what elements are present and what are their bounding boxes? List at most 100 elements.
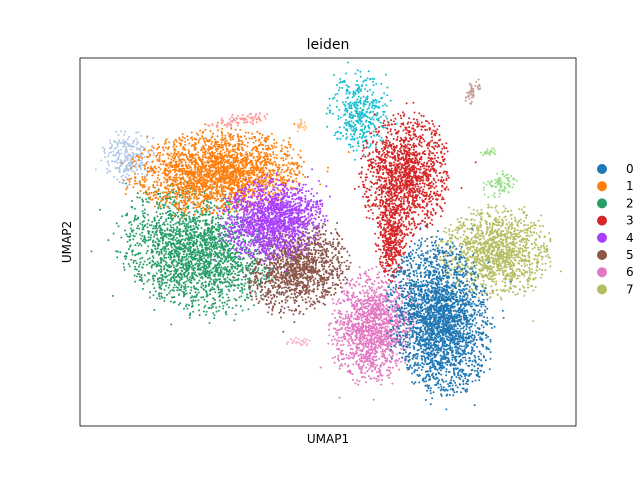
scatter-point: [210, 195, 213, 198]
scatter-point: [232, 279, 235, 282]
scatter-point: [144, 212, 146, 215]
scatter-point: [372, 134, 375, 137]
scatter-point: [205, 251, 208, 254]
scatter-point: [215, 310, 218, 313]
scatter-point: [346, 122, 349, 125]
scatter-point: [141, 266, 144, 269]
scatter-point: [216, 255, 219, 258]
scatter-point: [269, 159, 272, 162]
scatter-point: [157, 146, 160, 149]
scatter-point: [358, 118, 361, 120]
scatter-point: [180, 278, 183, 281]
scatter-point: [302, 339, 305, 342]
scatter-point: [170, 198, 172, 201]
scatter-point: [190, 239, 193, 242]
scatter-point: [379, 139, 382, 142]
scatter-point: [262, 274, 265, 277]
scatter-point: [234, 262, 237, 265]
scatter-point: [178, 293, 181, 296]
scatter-point: [355, 112, 358, 115]
scatter-point: [246, 121, 249, 123]
scatter-point: [220, 187, 223, 190]
scatter-point: [250, 280, 253, 283]
scatter-point: [159, 231, 162, 234]
scatter-point: [169, 210, 172, 212]
scatter-point: [109, 151, 112, 154]
scatter-point: [164, 271, 167, 274]
scatter-point: [339, 132, 342, 134]
scatter-point: [257, 115, 260, 118]
scatter-point: [107, 160, 109, 163]
scatter-point: [208, 273, 210, 276]
scatter-point: [192, 217, 195, 220]
scatter-point: [149, 224, 151, 227]
scatter-point: [168, 171, 171, 174]
scatter-point: [139, 233, 142, 236]
scatter-point: [172, 242, 175, 245]
scatter-point: [160, 251, 163, 254]
scatter-point: [155, 251, 158, 254]
scatter-point: [207, 152, 209, 155]
scatter-point: [239, 258, 242, 261]
scatter-point: [124, 159, 127, 162]
scatter-point: [382, 110, 385, 113]
scatter-point: [286, 343, 289, 346]
scatter-point: [184, 270, 187, 273]
scatter-point: [215, 143, 218, 146]
scatter-point: [215, 217, 217, 220]
scatter-point: [141, 161, 144, 164]
scatter-point: [356, 69, 359, 72]
scatter-point: [163, 256, 166, 259]
scatter-point: [125, 149, 128, 152]
scatter-point: [166, 223, 169, 226]
scatter-point: [208, 233, 211, 236]
scatter-point: [201, 131, 204, 134]
scatter-point: [140, 134, 143, 137]
scatter-point: [247, 174, 250, 177]
scatter-point: [198, 206, 201, 208]
scatter-point: [195, 226, 198, 229]
scatter-point: [160, 215, 163, 218]
scatter-point: [498, 195, 501, 198]
scatter-point: [169, 221, 172, 223]
scatter-point: [490, 180, 492, 183]
scatter-point: [483, 152, 486, 155]
scatter-point: [187, 207, 190, 210]
scatter-point: [182, 253, 185, 256]
scatter-point: [124, 145, 127, 148]
scatter-point: [193, 227, 196, 230]
scatter-point: [155, 222, 158, 225]
scatter-point: [220, 215, 223, 218]
scatter-point: [178, 189, 181, 192]
scatter-point: [163, 300, 166, 302]
scatter-point: [131, 142, 134, 145]
scatter-point: [172, 248, 175, 251]
scatter-point: [142, 282, 145, 285]
scatter-point: [184, 214, 187, 216]
scatter-point: [359, 107, 362, 110]
scatter-point: [227, 273, 230, 276]
scatter-point: [165, 218, 168, 221]
scatter-point: [336, 92, 339, 95]
scatter-point: [172, 217, 175, 220]
scatter-point: [202, 262, 205, 265]
scatter-point: [142, 214, 145, 217]
scatter-point: [222, 262, 224, 265]
scatter-point: [137, 252, 140, 255]
scatter-point: [152, 169, 155, 172]
scatter-point: [225, 149, 228, 152]
scatter-point: [188, 165, 191, 168]
scatter-point: [146, 222, 149, 225]
scatter-point: [250, 116, 253, 119]
scatter-point: [156, 237, 159, 240]
scatter-point: [193, 273, 196, 276]
scatter-point: [123, 266, 125, 269]
scatter-point: [169, 228, 172, 231]
scatter-point: [149, 198, 152, 201]
scatter-point: [339, 116, 342, 119]
scatter-point: [158, 283, 161, 286]
scatter-point: [210, 248, 213, 251]
scatter-point: [157, 253, 160, 256]
scatter-point: [355, 129, 358, 131]
scatter-point: [298, 170, 301, 173]
